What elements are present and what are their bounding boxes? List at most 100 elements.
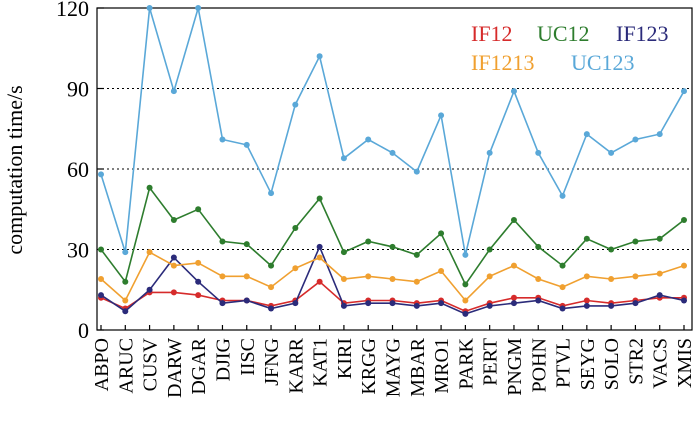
data-point-uc12: [170, 216, 177, 223]
data-point-uc123: [219, 136, 226, 143]
data-point-if12: [510, 294, 517, 301]
x-tick-label: DGAR: [188, 337, 210, 394]
series-uc123: [98, 5, 687, 258]
data-point-uc123: [268, 190, 275, 197]
data-point-uc12: [608, 246, 615, 253]
x-tick-label: KARR: [285, 337, 307, 393]
data-point-uc123: [316, 53, 323, 60]
legend-entry-if123: IF123: [616, 21, 669, 46]
data-point-if1213: [583, 273, 590, 280]
data-point-uc123: [122, 249, 129, 256]
series-if123: [98, 243, 687, 317]
x-tick-label: VACS: [650, 338, 672, 389]
data-point-uc12: [486, 246, 493, 253]
legend-entry-uc12: UC12: [537, 21, 590, 46]
data-point-uc123: [656, 131, 663, 138]
data-point-if123: [243, 297, 250, 304]
data-point-if123: [316, 243, 323, 250]
data-point-uc123: [340, 155, 347, 162]
data-point-if1213: [438, 267, 445, 274]
x-tick-label: DJIG: [212, 338, 234, 381]
x-tick-label: ABPO: [91, 338, 113, 391]
data-point-uc123: [608, 149, 615, 156]
x-tick-label: XMIS: [674, 338, 696, 388]
data-point-uc12: [656, 235, 663, 242]
data-point-uc12: [122, 278, 129, 285]
x-tick-label: JFNG: [261, 338, 283, 386]
data-point-if1213: [535, 276, 542, 283]
data-point-uc12: [438, 230, 445, 237]
data-point-if1213: [268, 284, 275, 291]
data-point-uc12: [340, 249, 347, 256]
data-point-if12: [583, 297, 590, 304]
data-point-if123: [98, 292, 104, 299]
data-point-uc123: [292, 101, 299, 108]
data-point-if123: [170, 254, 177, 261]
data-point-if1213: [681, 262, 687, 269]
data-point-uc12: [535, 243, 542, 250]
data-point-uc12: [583, 235, 590, 242]
y-axis-label: computation time/s: [2, 85, 27, 254]
data-point-if1213: [292, 265, 299, 272]
data-point-uc12: [268, 262, 275, 269]
x-tick-label: KRGG: [358, 338, 380, 395]
x-tick-label: MRO1: [431, 338, 453, 394]
data-point-uc12: [462, 281, 469, 288]
x-tick-label: SEYG: [577, 338, 599, 390]
y-tick-label: 60: [67, 157, 89, 182]
x-tick-label: STR2: [625, 338, 647, 385]
data-point-if123: [681, 297, 687, 304]
data-point-uc123: [170, 88, 177, 95]
x-tick-label: KAT1: [310, 338, 332, 387]
data-point-uc123: [195, 5, 202, 11]
data-point-if123: [146, 286, 153, 293]
legend-entry-if12: IF12: [471, 21, 513, 46]
x-tick-label: DARW: [164, 338, 186, 398]
data-point-uc123: [146, 5, 153, 11]
data-point-if123: [559, 305, 566, 312]
data-point-uc12: [146, 184, 153, 191]
data-point-if123: [219, 300, 226, 307]
data-point-if123: [122, 308, 129, 315]
data-point-if1213: [340, 276, 347, 283]
data-point-if1213: [462, 297, 469, 304]
data-point-if123: [510, 300, 517, 307]
data-point-if1213: [632, 273, 639, 280]
x-tick-label: PERT: [480, 338, 502, 386]
data-point-uc123: [510, 88, 517, 95]
data-point-if1213: [365, 273, 372, 280]
data-point-uc12: [632, 238, 639, 245]
data-point-if1213: [510, 262, 517, 269]
x-tick-label: ARUC: [115, 338, 137, 394]
data-point-if1213: [122, 297, 129, 304]
series-if1213: [98, 249, 687, 304]
data-point-if123: [632, 300, 639, 307]
data-point-uc123: [413, 168, 420, 175]
data-point-if1213: [219, 273, 226, 280]
data-point-if123: [365, 300, 372, 307]
y-tick-label: 0: [78, 318, 89, 343]
data-point-uc12: [243, 241, 250, 248]
series-group: [98, 5, 687, 317]
series-line-uc12: [100, 185, 685, 286]
legend-entry-uc123: UC123: [571, 50, 635, 75]
grid-lines: [97, 88, 692, 250]
data-point-uc12: [365, 238, 372, 245]
data-point-uc123: [681, 88, 687, 95]
data-point-if123: [535, 297, 542, 304]
data-point-if12: [170, 289, 177, 296]
data-point-if1213: [316, 254, 323, 261]
series-line-if12: [100, 280, 684, 313]
legend-entry-if1213: IF1213: [471, 50, 535, 75]
data-point-if1213: [656, 270, 663, 277]
x-tick-label: PNGM: [504, 338, 526, 396]
data-point-uc123: [365, 136, 372, 143]
y-tick-label: 90: [67, 77, 89, 102]
series-uc12: [98, 184, 687, 288]
data-point-if123: [413, 302, 420, 309]
data-point-if123: [608, 302, 615, 309]
series-line-uc123: [100, 7, 685, 256]
data-point-if123: [462, 310, 469, 317]
x-tick-label: KIRI: [334, 338, 356, 379]
